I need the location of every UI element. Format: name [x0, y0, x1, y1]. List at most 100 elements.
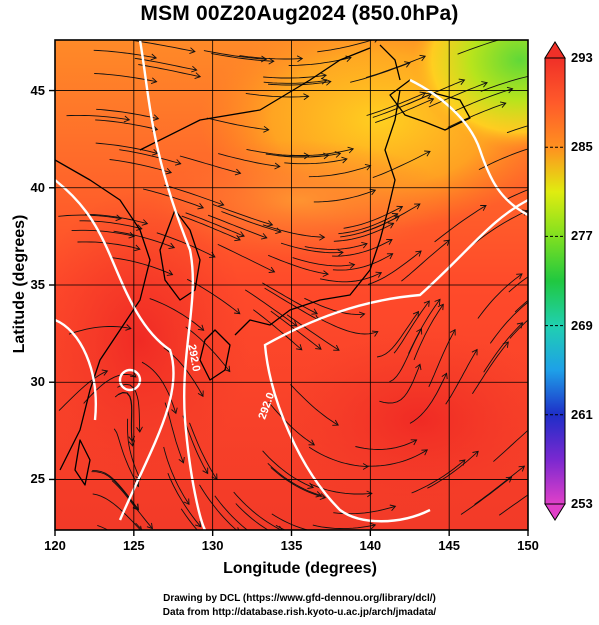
streamline: [393, 300, 430, 354]
streamline: [185, 212, 245, 237]
streamline-arrowhead: [115, 214, 122, 222]
streamline: [427, 450, 479, 489]
streamline: [212, 203, 273, 226]
streamline: [207, 214, 267, 239]
streamline-arrowhead: [375, 271, 383, 278]
streamline-arrowhead: [261, 233, 268, 240]
streamline: [372, 150, 431, 179]
streamline: [267, 462, 322, 497]
streamline: [95, 142, 158, 154]
streamline: [304, 243, 368, 250]
streamline: [180, 508, 198, 530]
streamline: [292, 257, 355, 267]
streamline: [214, 495, 248, 530]
streamline-arrowhead: [303, 93, 310, 101]
streamline: [506, 189, 528, 200]
streamline: [185, 326, 231, 372]
colorbar-label: 277: [571, 228, 593, 244]
streamline: [308, 165, 371, 178]
y-tick-label: 45: [30, 82, 45, 98]
streamline-arrowhead: [419, 54, 427, 62]
streamline-arrowhead: [234, 168, 242, 176]
streamline-arrowhead: [416, 327, 423, 335]
streamline-arrowhead: [146, 522, 153, 530]
streamline: [271, 513, 310, 530]
streamline-arrowhead: [369, 522, 377, 530]
streamline-arrowhead: [260, 55, 268, 63]
streamline-arrowhead: [421, 449, 429, 456]
streamline-arrowhead: [191, 65, 198, 73]
streamline: [244, 289, 298, 327]
streamline-arrowhead: [505, 476, 513, 483]
streamline-arrowhead: [361, 241, 368, 249]
streamline-arrowhead: [441, 372, 448, 380]
streamline: [317, 317, 378, 335]
streamline-arrowhead: [263, 125, 270, 133]
streamline: [355, 439, 417, 450]
streamline: [312, 524, 376, 530]
streamline-arrowhead: [387, 222, 395, 229]
streamline: [235, 503, 269, 530]
streamline: [211, 53, 274, 62]
streamline: [233, 491, 283, 530]
streamline-arrowhead: [141, 219, 149, 226]
streamline: [218, 153, 280, 167]
chart-title: MSM 00Z20Aug2024 (850.0hPa): [140, 2, 459, 25]
streamline-arrowhead: [389, 504, 397, 511]
streamline-arrowhead: [362, 463, 369, 470]
colorbar-label: 261: [571, 406, 593, 422]
x-tick-label: 120: [44, 538, 66, 553]
contour-292: [55, 40, 528, 530]
streamline: [85, 213, 148, 225]
streamline: [221, 211, 282, 233]
streamline: [179, 155, 241, 174]
streamline-arrowhead: [334, 151, 342, 158]
streamline: [379, 364, 421, 404]
streamline-arrowhead: [150, 53, 158, 61]
streamline-arrowhead: [234, 308, 241, 315]
streamline-arrowhead: [136, 224, 143, 231]
streamline: [317, 40, 374, 53]
streamline: [333, 222, 394, 242]
streamline-arrowhead: [391, 213, 399, 220]
streamline-arrowhead: [386, 238, 393, 245]
streamline: [71, 229, 135, 237]
colorbar-label: 285: [571, 139, 593, 155]
streamline-arrowhead: [366, 490, 373, 498]
axis-ticks: [49, 89, 529, 536]
streamline-arrowhead: [150, 77, 158, 85]
streamline: [118, 392, 134, 446]
streamline: [132, 40, 195, 53]
y-tick-label: 25: [30, 471, 45, 487]
streamline-arrowhead: [290, 320, 298, 327]
streamline: [480, 75, 528, 92]
streamline: [483, 322, 523, 373]
streamline-arrowhead: [315, 343, 322, 350]
y-tick-label: 40: [30, 179, 45, 195]
streamline-arrowhead: [183, 498, 190, 506]
streamline-arrowhead: [130, 371, 137, 378]
streamline: [367, 449, 428, 467]
streamline-arrowhead: [315, 491, 323, 498]
streamline: [149, 298, 204, 331]
streamline: [58, 370, 108, 411]
streamline-arrowhead: [449, 328, 456, 336]
streamline-arrowhead: [325, 78, 332, 86]
streamline-arrowhead: [410, 439, 418, 446]
streamline: [377, 311, 419, 358]
streamline-arrowhead: [535, 420, 541, 425]
streamline: [457, 40, 501, 55]
streamline: [95, 119, 158, 130]
streamline: [253, 309, 303, 351]
streamline: [134, 57, 197, 71]
streamline-arrowhead: [197, 390, 204, 398]
streamline-arrowhead: [197, 203, 205, 210]
y-axis-label: Latitude (degrees): [11, 214, 28, 354]
streamline-arrowhead: [308, 439, 316, 446]
streamline: [270, 467, 326, 499]
streamline: [445, 349, 478, 405]
streamline-arrowhead: [178, 456, 185, 464]
streamline: [217, 243, 275, 273]
streamline: [313, 189, 376, 203]
colorbar-top-arrow: [544, 41, 566, 59]
